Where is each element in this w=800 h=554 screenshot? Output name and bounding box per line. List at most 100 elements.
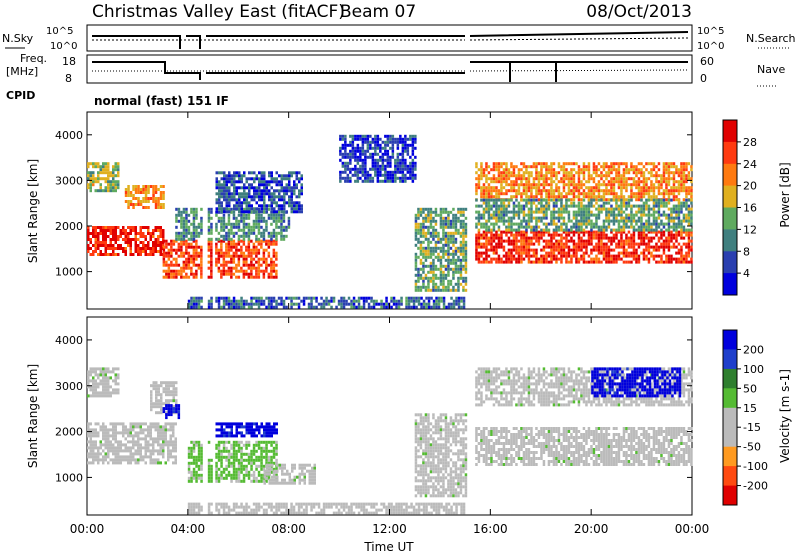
station-title: Christmas Valley East (fitACF) xyxy=(92,2,345,22)
heatmap-cell xyxy=(257,251,261,255)
heatmap-cell xyxy=(545,180,548,184)
heatmap-cell xyxy=(595,236,598,240)
heatmap-cell xyxy=(341,137,345,141)
heatmap-cell xyxy=(228,210,231,214)
heatmap-cell xyxy=(102,177,105,181)
heatmap-cell xyxy=(475,245,478,249)
heatmap-cell xyxy=(137,253,140,256)
heatmap-cell xyxy=(617,186,621,190)
heatmap-cell xyxy=(630,222,633,226)
heatmap-cell xyxy=(512,195,516,199)
heatmap-cell xyxy=(565,254,568,258)
heatmap-cell xyxy=(612,254,616,258)
heatmap-cell xyxy=(114,183,117,187)
heatmap-cell xyxy=(635,204,638,208)
heatmap-cell xyxy=(642,236,646,240)
heatmap-cell xyxy=(94,440,97,444)
heatmap-cell xyxy=(480,171,483,175)
heatmap-cell xyxy=(275,272,278,276)
heatmap-cell xyxy=(595,254,598,258)
heatmap-cell xyxy=(680,186,683,190)
heatmap-cell xyxy=(102,437,105,441)
heatmap-cell xyxy=(380,302,383,306)
heatmap-cell xyxy=(545,183,548,187)
heatmap-cell xyxy=(114,461,117,465)
heatmap-cell xyxy=(427,285,430,289)
heatmap-cell xyxy=(462,225,465,229)
heatmap-cell xyxy=(570,219,573,223)
heatmap-cell xyxy=(192,225,196,229)
heatmap-cell xyxy=(642,174,646,178)
heatmap-cell xyxy=(401,179,405,183)
heatmap-cell xyxy=(109,241,112,244)
heatmap-cell xyxy=(242,228,246,232)
heatmap-cell xyxy=(104,162,107,166)
heatmap-cell xyxy=(253,177,256,181)
heatmap-cell xyxy=(250,225,253,229)
heatmap-cell xyxy=(677,192,681,196)
heatmap-cell xyxy=(642,180,646,184)
heatmap-cell xyxy=(258,210,261,214)
heatmap-cell xyxy=(682,189,686,193)
heatmap-cell xyxy=(182,216,186,220)
heatmap-cell xyxy=(275,216,278,220)
heatmap-cell xyxy=(640,251,643,255)
heatmap-cell xyxy=(515,213,518,217)
heatmap-cell xyxy=(672,165,676,169)
heatmap-cell xyxy=(672,225,676,229)
heatmap-cell xyxy=(386,179,390,183)
heatmap-cell xyxy=(617,195,621,199)
heatmap-cell xyxy=(175,275,178,279)
heatmap-cell xyxy=(640,192,643,196)
heatmap-cell xyxy=(452,252,455,256)
heatmap-cell xyxy=(341,170,345,174)
heatmap-cell xyxy=(432,267,435,271)
heatmap-cell xyxy=(354,167,357,171)
heatmap-cell xyxy=(114,428,117,432)
heatmap-cell xyxy=(263,186,266,190)
heatmap-cell xyxy=(652,198,656,202)
heatmap-cell xyxy=(117,253,120,256)
heatmap-cell xyxy=(480,225,483,229)
heatmap-cell xyxy=(680,233,683,237)
heatmap-cell xyxy=(577,257,581,261)
heatmap-cell xyxy=(547,260,551,264)
heatmap-cell xyxy=(374,161,377,165)
heatmap-cell xyxy=(520,260,523,264)
heatmap-cell xyxy=(381,152,385,156)
heatmap-cell xyxy=(682,177,686,181)
heatmap-cell xyxy=(235,180,238,184)
heatmap-cell xyxy=(667,165,671,169)
heatmap-cell xyxy=(575,251,578,255)
heatmap-cell xyxy=(159,194,163,197)
heatmap-cell xyxy=(570,225,573,229)
heatmap-cell xyxy=(647,248,651,252)
heatmap-cell xyxy=(197,245,201,249)
heatmap-cell xyxy=(265,266,268,270)
heatmap-cell xyxy=(182,225,186,229)
heatmap-cell xyxy=(477,213,481,217)
heatmap-cell xyxy=(369,179,372,183)
heatmap-cell xyxy=(587,219,591,223)
heatmap-cell xyxy=(97,247,100,250)
heatmap-cell xyxy=(409,137,412,141)
heatmap-cell xyxy=(650,171,653,175)
heatmap-cell xyxy=(607,239,611,243)
noise-search-trace xyxy=(92,37,689,41)
heatmap-cell xyxy=(570,162,573,166)
heatmap-cell xyxy=(562,228,566,232)
heatmap-cell xyxy=(107,446,110,450)
heatmap-cell xyxy=(192,248,196,252)
heatmap-cell xyxy=(640,195,643,199)
heatmap-cell xyxy=(612,189,616,193)
heatmap-cell xyxy=(449,246,453,250)
heatmap-cell xyxy=(650,245,653,249)
heatmap-cell xyxy=(550,186,553,190)
heatmap-cell xyxy=(349,134,352,138)
heatmap-cell xyxy=(250,299,253,303)
heatmap-cell xyxy=(94,422,97,426)
heatmap-cell xyxy=(607,198,611,202)
heatmap-cell xyxy=(447,255,450,259)
heatmap-cell xyxy=(635,248,638,252)
heatmap-cell xyxy=(235,302,238,306)
